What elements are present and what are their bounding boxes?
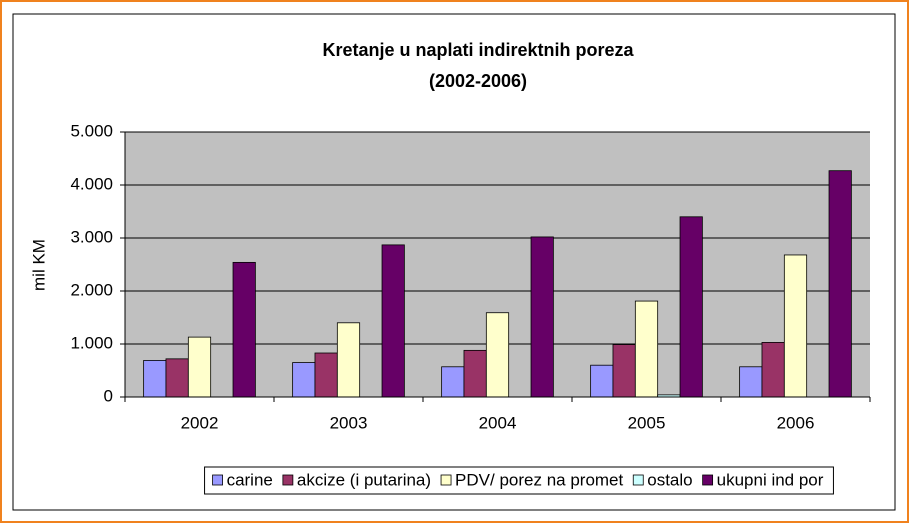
y-tick-label: 2.000 (70, 280, 113, 299)
bar (783, 254, 808, 398)
x-tick-label: 2005 (628, 413, 666, 432)
bar (314, 352, 338, 398)
bar (739, 366, 763, 398)
bar (679, 216, 703, 398)
bar (590, 364, 614, 398)
bar (336, 322, 361, 398)
y-tick-label: 1.000 (70, 333, 113, 352)
legend-box (204, 466, 834, 495)
bar (463, 349, 487, 398)
legend-label: akcize (i putarina) (297, 470, 431, 489)
x-tick-label: 2006 (777, 413, 815, 432)
x-tick-label: 2002 (181, 413, 219, 432)
bar (165, 358, 189, 398)
legend-swatch (702, 474, 714, 486)
y-tick-label: 4.000 (70, 174, 113, 193)
bar (143, 360, 167, 398)
bar (232, 261, 256, 398)
legend-swatch (440, 474, 452, 486)
y-tick-label: 5.000 (70, 121, 113, 140)
legend-label: carine (227, 470, 273, 489)
y-axis-label: mil KM (29, 239, 48, 291)
bar (187, 336, 212, 398)
y-tick-label: 3.000 (70, 227, 113, 246)
legend-label: ostalo (647, 470, 692, 489)
bar (485, 312, 510, 398)
legend-label: ukupni ind por (717, 470, 824, 489)
bar (761, 342, 785, 398)
bar (381, 244, 405, 398)
bar (292, 362, 316, 398)
bar (634, 300, 659, 398)
bar (828, 170, 852, 398)
bar (612, 344, 636, 398)
y-tick-label: 0 (104, 386, 113, 405)
chart-title: Kretanje u naplati indirektnih poreza (322, 40, 634, 60)
legend-swatch (282, 474, 294, 486)
chart-subtitle: (2002-2006) (429, 71, 527, 91)
bar (441, 366, 465, 398)
legend-swatch (632, 474, 644, 486)
x-tick-label: 2004 (479, 413, 517, 432)
legend-swatch (212, 474, 223, 486)
bar (530, 236, 554, 398)
x-tick-label: 2003 (330, 413, 368, 432)
legend-label: PDV/ porez na promet (455, 470, 623, 489)
